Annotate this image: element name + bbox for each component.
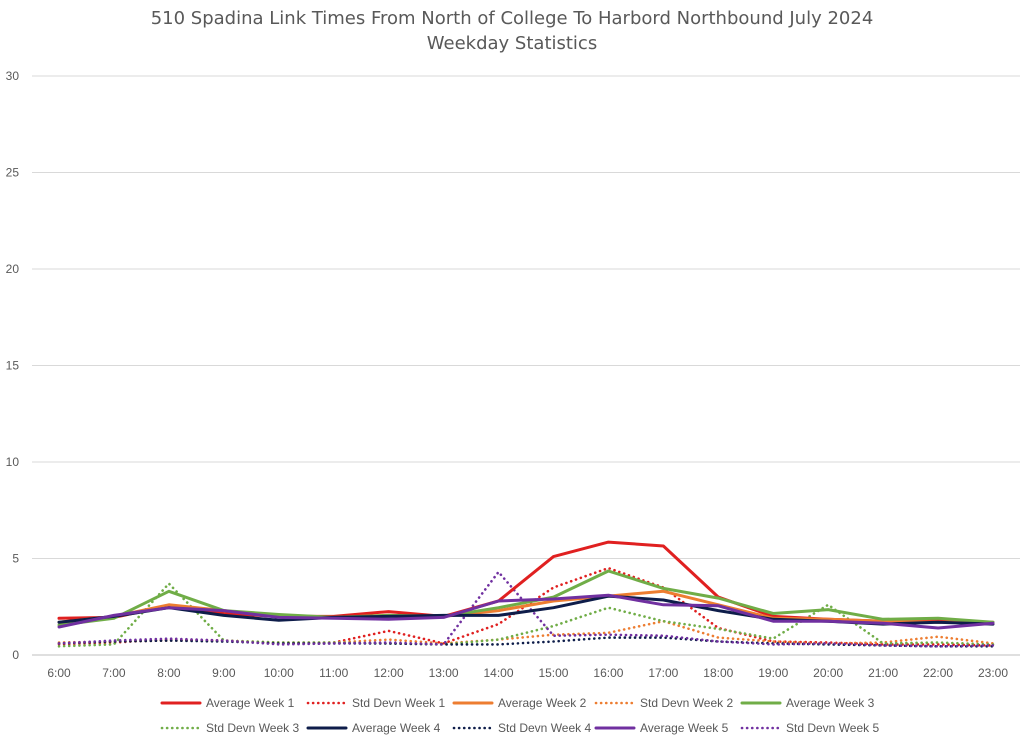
legend-item: Average Week 4	[306, 721, 441, 735]
legend-label: Std Devn Week 2	[640, 696, 733, 710]
x-tick-label: 14:00	[484, 666, 514, 680]
x-tick-label: 18:00	[703, 666, 733, 680]
x-tick-label: 7:00	[102, 666, 126, 680]
legend-item: Average Week 2	[452, 696, 587, 710]
y-tick-label: 0	[12, 648, 19, 662]
series-line-average-week-3	[57, 569, 995, 627]
x-tick-label: 19:00	[758, 666, 788, 680]
x-tick-label: 10:00	[264, 666, 294, 680]
legend-label: Average Week 5	[640, 721, 729, 735]
legend-item: Std Devn Week 3	[160, 721, 299, 735]
series-lines	[57, 540, 995, 648]
series-line-std-devn-week-3	[57, 582, 995, 648]
series-line-average-week-2	[57, 589, 995, 624]
chart-title: 510 Spadina Link Times From North of Col…	[150, 8, 874, 29]
x-tick-label: 17:00	[648, 666, 678, 680]
legend-item: Average Week 3	[740, 696, 875, 710]
x-tick-label: 11:00	[319, 666, 348, 680]
x-tick-label: 12:00	[374, 666, 404, 680]
legend-item: Average Week 1	[160, 696, 295, 710]
legend-label: Average Week 3	[786, 696, 875, 710]
legend: Average Week 1 Std Devn Week 1 Average Wee…	[160, 696, 879, 735]
legend-item: Std Devn Week 4	[452, 721, 591, 735]
legend-label: Average Week 1	[206, 696, 295, 710]
x-tick-label: 8:00	[157, 666, 181, 680]
chart-title-block: 510 Spadina Link Times From North of Col…	[0, 6, 1024, 56]
x-tick-label: 23:00	[978, 666, 1008, 680]
y-tick-label: 20	[6, 262, 20, 276]
legend-item: Std Devn Week 1	[306, 696, 445, 710]
axes: 0 5 10 15 20 25 30 6:00 7:00 8:00 9:00 10:00 11:00 12…	[6, 69, 1020, 680]
y-tick-label: 10	[6, 455, 20, 469]
legend-label: Std Devn Week 4	[498, 721, 591, 735]
y-tick-label: 15	[6, 359, 20, 373]
series-line-std-devn-week-4	[57, 636, 995, 648]
y-tick-label: 30	[6, 69, 20, 83]
y-tick-label: 25	[6, 166, 20, 180]
x-tick-label: 6:00	[47, 666, 71, 680]
legend-item: Average Week 5	[594, 721, 729, 735]
y-tick-label: 5	[12, 552, 19, 566]
gridlines	[32, 75, 1020, 559]
legend-label: Average Week 2	[498, 696, 587, 710]
legend-item: Std Devn Week 2	[594, 696, 733, 710]
x-tick-label: 20:00	[813, 666, 843, 680]
series-line-average-week-5	[57, 593, 995, 630]
x-tick-label: 15:00	[538, 666, 568, 680]
legend-label: Std Devn Week 1	[352, 696, 445, 710]
x-tick-label: 13:00	[429, 666, 459, 680]
legend-label: Average Week 4	[352, 721, 441, 735]
legend-label: Std Devn Week 5	[786, 721, 879, 735]
legend-label: Std Devn Week 3	[206, 721, 299, 735]
legend-item: Std Devn Week 5	[740, 721, 879, 735]
x-tick-label: 16:00	[593, 666, 623, 680]
x-tick-label: 21:00	[868, 666, 898, 680]
chart-subtitle: Weekday Statistics	[426, 33, 598, 54]
x-tick-label: 22:00	[923, 666, 953, 680]
x-tick-label: 9:00	[212, 666, 236, 680]
